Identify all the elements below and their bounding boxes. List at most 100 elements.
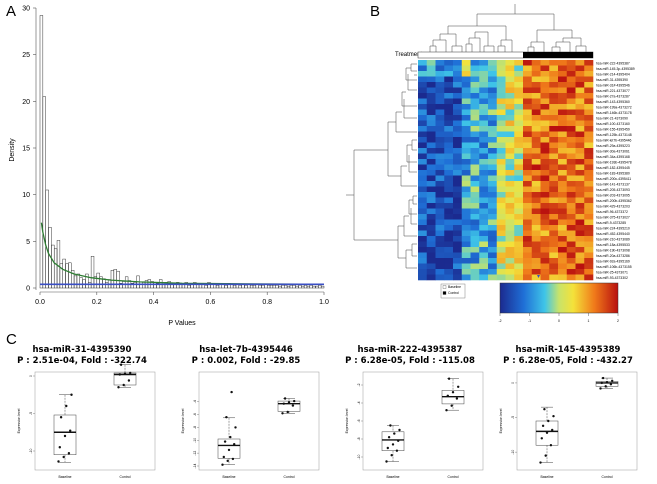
heatmap-cell xyxy=(575,104,585,110)
boxplot-point xyxy=(397,439,400,442)
heatmap-cell xyxy=(514,214,524,220)
heatmap-cell xyxy=(531,186,541,193)
heatmap-cell xyxy=(435,236,445,242)
histogram-bar xyxy=(284,284,288,289)
boxplot-point xyxy=(539,461,542,464)
heatmap-cell xyxy=(479,159,489,165)
heatmap-row-label: hsa-miR-34a-4395168 xyxy=(596,155,630,159)
boxplot-title: hsa-miR-145-4395389 xyxy=(516,345,621,355)
histogram-bar xyxy=(88,282,92,289)
heatmap-cell xyxy=(575,230,585,237)
heatmap-cell xyxy=(453,60,463,66)
heatmap-cell xyxy=(523,148,533,154)
histogram-x-tick-label: 1.0 xyxy=(319,299,329,306)
heatmap-cell xyxy=(488,115,498,121)
heatmap-cell xyxy=(488,269,498,275)
color-key-tick-label: 0 xyxy=(558,319,560,323)
boxplot-point xyxy=(233,442,236,446)
heatmap-cell xyxy=(496,109,506,116)
heatmap-cell xyxy=(418,71,428,77)
heatmap-cell xyxy=(470,98,480,105)
heatmap-cell xyxy=(461,76,471,83)
heatmap-cell xyxy=(505,230,515,237)
heatmap-cell xyxy=(540,230,550,237)
heatmap-row-label: hsa-miR-199a-4373272 xyxy=(596,105,632,109)
heatmap-cell xyxy=(505,208,515,215)
heatmap-cell xyxy=(435,82,445,88)
heatmap-cell xyxy=(566,109,576,116)
histogram-y-tick-label: 10 xyxy=(22,192,30,199)
heatmap-cell xyxy=(435,192,445,198)
heatmap-cell xyxy=(453,258,463,264)
histogram-y-tick-label: 25 xyxy=(22,52,30,59)
heatmap-cell xyxy=(540,60,550,66)
heatmap-cell xyxy=(523,192,533,198)
histogram-bar xyxy=(275,284,279,289)
heatmap-cell xyxy=(453,76,463,83)
heatmap-cell xyxy=(444,131,454,138)
heatmap-cell xyxy=(558,181,568,187)
heatmap-cell xyxy=(531,192,541,198)
boxplot-y-tick-label: -4 xyxy=(193,400,197,403)
heatmap-cell xyxy=(444,164,454,171)
boxplot-point xyxy=(551,428,554,432)
heatmap-cell xyxy=(505,137,515,143)
boxplot-point xyxy=(70,393,73,396)
heatmap-cell xyxy=(566,258,576,264)
heatmap-cell xyxy=(488,263,498,270)
heatmap-cell xyxy=(584,115,594,121)
heatmap-cell xyxy=(461,219,471,226)
heatmap-cell xyxy=(444,153,454,160)
boxplot-point xyxy=(544,454,547,457)
heatmap-cell xyxy=(584,203,594,209)
heatmap-cell xyxy=(558,109,568,116)
heatmap-cell xyxy=(479,181,489,187)
boxplot-point xyxy=(226,459,229,463)
heatmap-cell xyxy=(566,274,576,281)
heatmap-cell xyxy=(418,203,428,209)
color-key-marker: ▾ xyxy=(537,274,540,280)
boxplot-point xyxy=(389,424,392,427)
heatmap-cell xyxy=(453,82,463,88)
color-key-tick-label: 1 xyxy=(588,319,590,323)
heatmap-cell xyxy=(566,175,576,182)
histogram-bar xyxy=(312,285,316,289)
heatmap-cell xyxy=(453,269,463,275)
heatmap-cell xyxy=(479,203,489,209)
boxplot-point xyxy=(65,404,68,408)
heatmap-cell xyxy=(418,225,428,231)
heatmap-cell xyxy=(540,142,550,149)
heatmap-cell xyxy=(549,159,559,165)
heatmap-cell xyxy=(584,214,594,220)
heatmap-cell xyxy=(461,142,471,149)
heatmap-cell xyxy=(584,65,594,72)
heatmap-cell xyxy=(566,219,576,226)
heatmap-cell xyxy=(435,164,445,171)
heatmap-cell xyxy=(549,192,559,198)
heatmap-cell xyxy=(488,252,498,259)
heatmap-cell xyxy=(558,269,568,275)
boxplot-y-label: Expression level xyxy=(181,408,185,433)
boxplot-y-label: Expression level xyxy=(499,408,503,433)
heatmap-cell xyxy=(505,175,515,182)
heatmap-cell xyxy=(505,109,515,116)
heatmap-cell xyxy=(461,93,471,99)
heatmap-cell xyxy=(435,175,445,182)
heatmap-cell xyxy=(461,126,471,132)
heatmap-cell xyxy=(496,142,506,149)
histogram-bar xyxy=(281,284,285,289)
heatmap-cell xyxy=(488,230,498,237)
heatmap-cell xyxy=(488,214,498,220)
heatmap-cell xyxy=(514,65,524,72)
heatmap-cell xyxy=(540,104,550,110)
heatmap-cell xyxy=(479,65,489,72)
heatmap-cell xyxy=(505,87,515,94)
heatmap-cell xyxy=(540,203,550,209)
heatmap-cell xyxy=(558,241,568,248)
heatmap-cell xyxy=(549,148,559,154)
heatmap-cell xyxy=(470,148,480,154)
histogram-y-label: Density xyxy=(9,138,16,162)
heatmap-cell xyxy=(444,65,454,72)
heatmap-cell xyxy=(470,60,480,66)
boxplot-subtitle: P : 2.51e-04, Fold : -322.74 xyxy=(17,356,147,366)
